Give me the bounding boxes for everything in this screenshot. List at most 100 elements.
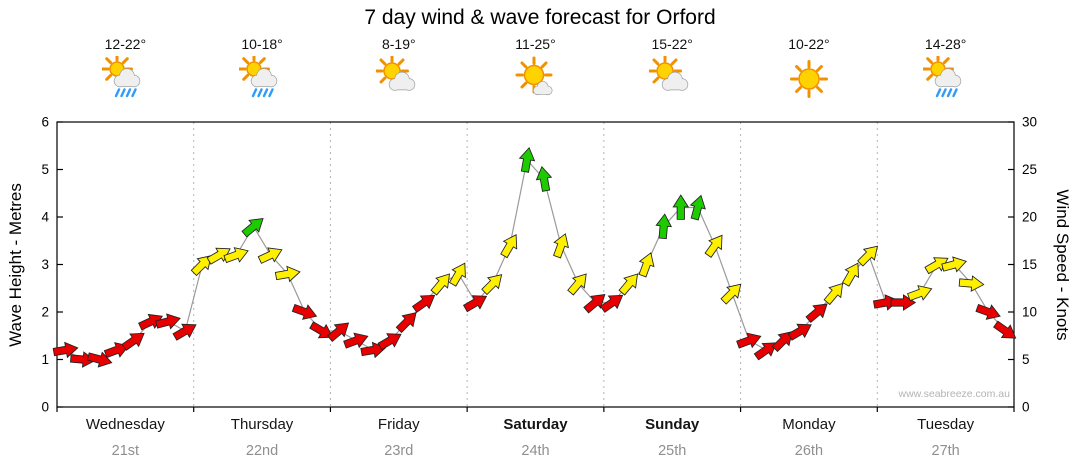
weather-icon-sun-cloud-rain bbox=[921, 53, 961, 98]
day-temp: 11-25° bbox=[515, 36, 556, 52]
knots-tick-label: 10 bbox=[1022, 305, 1037, 320]
sun-ray bbox=[379, 76, 387, 84]
wave-tick-label: 1 bbox=[41, 352, 49, 367]
wave-tick-label: 0 bbox=[41, 400, 49, 415]
day-temp: 10-22° bbox=[788, 36, 830, 52]
wave-tick-label: 3 bbox=[41, 257, 49, 272]
wind-arrow bbox=[907, 285, 933, 302]
day-label: Wednesday bbox=[85, 416, 165, 433]
wind-arrow bbox=[689, 194, 706, 221]
cloud-shape bbox=[120, 78, 135, 86]
wind-arrow bbox=[462, 295, 488, 313]
knots-tick-label: 0 bbox=[1022, 400, 1030, 415]
sun-ray bbox=[815, 86, 823, 93]
cloud-shape bbox=[538, 88, 549, 95]
day-date: 24th bbox=[521, 443, 550, 459]
wind-arrow bbox=[155, 313, 181, 330]
rain-drop bbox=[262, 88, 269, 98]
wind-arrow bbox=[672, 194, 690, 220]
wind-arrow bbox=[704, 234, 723, 258]
wind-arrow bbox=[326, 322, 350, 343]
rain-drop bbox=[131, 88, 138, 98]
knots-tick-label: 5 bbox=[1022, 352, 1030, 367]
day-date: 22nd bbox=[245, 443, 279, 459]
wind-arrow bbox=[841, 262, 859, 287]
sun-ray bbox=[122, 57, 130, 65]
wind-arrow bbox=[448, 262, 466, 287]
sun-ray bbox=[258, 57, 266, 65]
wave-tick-label: 4 bbox=[41, 210, 49, 225]
sun-ray bbox=[942, 57, 950, 65]
rain-drop bbox=[126, 88, 132, 98]
wind-arrow bbox=[771, 331, 793, 353]
cloud-shape bbox=[257, 78, 272, 86]
rain-drop bbox=[951, 88, 958, 98]
day-forecast-header: 11-25° bbox=[467, 36, 604, 107]
wave-tick-label: 2 bbox=[41, 305, 49, 320]
wind-arrow bbox=[223, 247, 249, 264]
rain-drop bbox=[268, 88, 274, 98]
wind-arrow bbox=[172, 323, 197, 341]
wind-arrow bbox=[567, 273, 587, 296]
cloud-shape bbox=[394, 81, 409, 90]
knots-tick-label: 30 bbox=[1022, 115, 1037, 130]
watermark: www.seabreeze.com.au bbox=[898, 388, 1010, 400]
sun-ray bbox=[670, 58, 678, 66]
sun-disc bbox=[798, 68, 820, 90]
weather-icon-sun-cloud-rain bbox=[101, 53, 141, 98]
day-label: Monday bbox=[782, 416, 836, 433]
sun-ray bbox=[242, 73, 250, 81]
wind-arrow bbox=[583, 293, 606, 314]
wind-arrow bbox=[857, 245, 879, 267]
day-forecast-header: 14-28° bbox=[877, 36, 1014, 107]
wind-arrow bbox=[500, 234, 518, 259]
wind-arrow bbox=[553, 233, 569, 259]
day-forecast-header: 10-22° bbox=[741, 36, 878, 107]
day-label: Thursday bbox=[230, 416, 294, 433]
wind-arrow bbox=[411, 294, 436, 313]
wind-arrow bbox=[975, 303, 1001, 320]
wind-arrow bbox=[535, 165, 553, 192]
wind-arrow bbox=[52, 341, 79, 359]
rain-drop bbox=[115, 88, 121, 98]
day-label: Tuesday bbox=[917, 416, 975, 433]
weather-icon-sun bbox=[789, 60, 828, 98]
rain-drop bbox=[251, 88, 258, 98]
day-temp: 10-18° bbox=[241, 36, 283, 52]
sun-ray bbox=[520, 81, 528, 89]
sun-ray bbox=[795, 65, 802, 72]
knots-tick-label: 15 bbox=[1022, 257, 1037, 272]
day-label: Saturday bbox=[503, 416, 568, 433]
wind-arrow bbox=[736, 332, 762, 349]
weather-icon-sun-cloud-rain bbox=[238, 53, 278, 98]
wind-arrow bbox=[753, 342, 778, 361]
rain-drop bbox=[257, 88, 263, 98]
day-date: 21st bbox=[111, 443, 140, 459]
day-temp: 12-22° bbox=[104, 36, 147, 52]
sun-ray bbox=[520, 61, 528, 69]
sun-ray bbox=[652, 58, 660, 66]
cloud-shape bbox=[940, 78, 955, 86]
wind-arrow bbox=[823, 282, 844, 306]
wind-arrow bbox=[103, 342, 130, 359]
sun-ray bbox=[795, 86, 802, 93]
day-forecast-header: 15-22° bbox=[604, 36, 741, 107]
wave-tick-label: 5 bbox=[41, 162, 49, 177]
wind-arrow bbox=[787, 323, 812, 341]
cloud-shape bbox=[668, 81, 683, 90]
sun-ray bbox=[815, 65, 823, 72]
wind-arrow bbox=[377, 333, 402, 351]
wind-arrow bbox=[993, 320, 1017, 339]
knots-tick-label: 25 bbox=[1022, 162, 1037, 177]
sun-ray bbox=[105, 57, 113, 65]
knots-tick-label: 20 bbox=[1022, 210, 1037, 225]
sun-ray bbox=[925, 73, 933, 81]
sun-ray bbox=[379, 58, 387, 66]
wind-arrow bbox=[274, 265, 301, 283]
day-date: 27th bbox=[931, 443, 960, 459]
page-title: 7 day wind & wave forecast for Orford bbox=[364, 6, 716, 29]
day-temp: 15-22° bbox=[651, 36, 693, 52]
sun-disc bbox=[524, 64, 545, 86]
